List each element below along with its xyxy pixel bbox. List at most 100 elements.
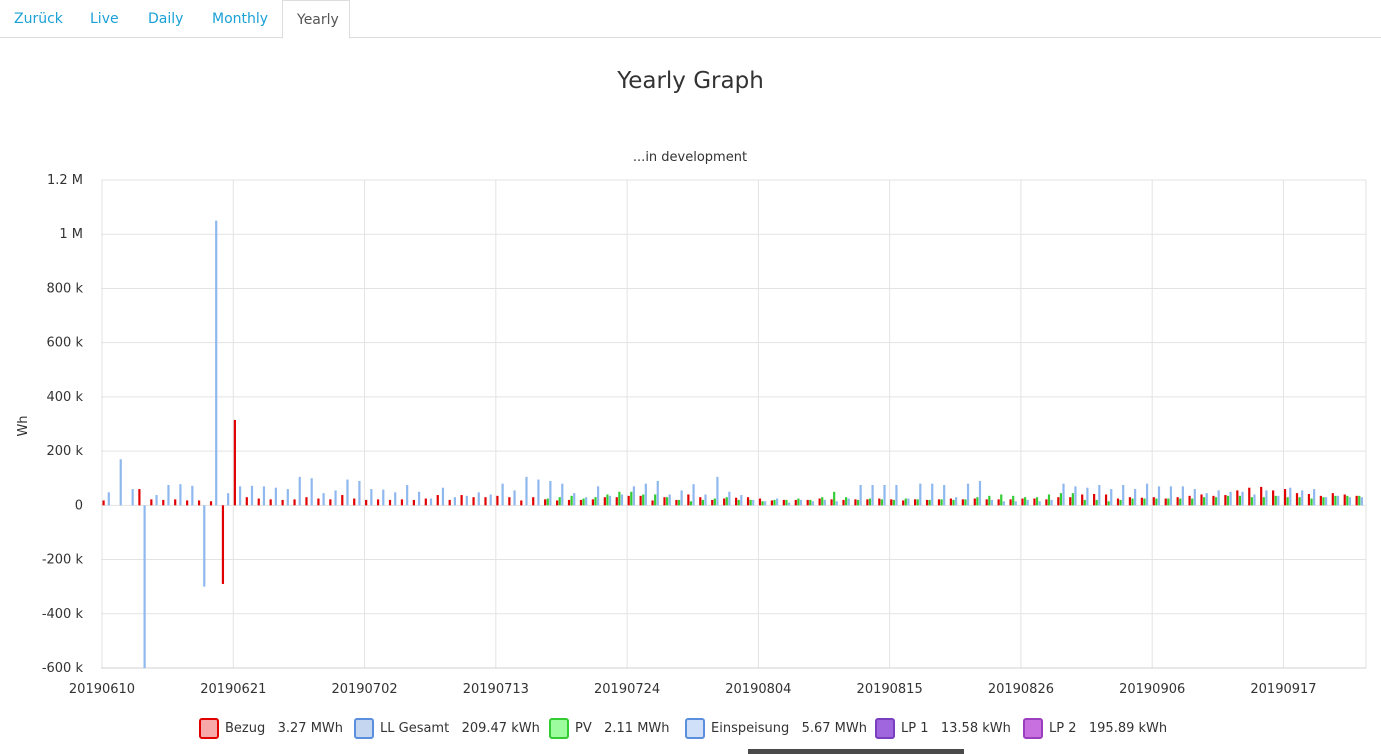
bar-einspeisung xyxy=(632,486,635,506)
bar-einspeisung xyxy=(346,479,349,506)
bar-einspeisung xyxy=(1026,499,1029,506)
bar-bezug xyxy=(1081,494,1084,506)
bar-pv xyxy=(976,497,979,506)
bar-einspeisung xyxy=(1110,489,1113,506)
tab-yearly[interactable]: Yearly xyxy=(282,0,350,39)
tab-live[interactable]: Live xyxy=(90,11,119,27)
bar-pv xyxy=(904,498,907,506)
tab-monthly[interactable]: Monthly xyxy=(212,11,269,27)
bar-einspeisung xyxy=(358,480,361,506)
legend-swatch xyxy=(549,718,569,739)
bar-einspeisung xyxy=(1134,489,1137,506)
bar-einspeisung xyxy=(1336,495,1340,506)
bar-einspeisung xyxy=(1062,483,1065,506)
bar-einspeisung xyxy=(429,498,433,506)
x-tick-label: 20190702 xyxy=(331,682,397,697)
bar-bezug xyxy=(221,505,225,584)
legend-item-pv[interactable]: PV 2.11 MWh xyxy=(549,716,670,742)
bar-bezug xyxy=(937,499,941,506)
bar-bezug xyxy=(1152,497,1155,506)
bar-bezug xyxy=(949,498,953,506)
bar-bezug xyxy=(687,494,690,506)
legend-item-einspeisung[interactable]: Einspeisung 5.67 MWh xyxy=(685,716,867,742)
bar-bezug xyxy=(508,497,511,506)
bar-pv xyxy=(1131,498,1134,506)
bar-pv xyxy=(940,499,943,506)
bar-bezug xyxy=(162,499,165,506)
bar-einspeisung xyxy=(501,483,504,506)
bar-einspeisung xyxy=(406,485,409,506)
bar-einspeisung xyxy=(883,485,886,506)
bar-bezug xyxy=(1307,493,1311,506)
bar-bezug xyxy=(1069,497,1072,506)
bar-einspeisung xyxy=(1229,491,1232,506)
bar-bezug xyxy=(544,499,547,506)
bar-einspeisung xyxy=(525,476,528,506)
bar-bezug xyxy=(555,500,559,506)
bar-pv xyxy=(856,499,860,506)
legend-label: Bezug 3.27 MWh xyxy=(225,721,344,736)
bar-pv xyxy=(1310,498,1313,506)
y-tick-label: -600 k xyxy=(42,661,84,676)
tab-daily[interactable]: Daily xyxy=(148,11,184,27)
bar-pv xyxy=(880,499,884,506)
bar-bezug xyxy=(329,499,332,506)
bar-pv xyxy=(797,498,800,506)
bar-bezug xyxy=(675,499,678,506)
bar-bezug xyxy=(1045,499,1048,506)
bar-bezug xyxy=(138,489,141,506)
bar-einspeisung xyxy=(787,502,791,506)
bar-bezug xyxy=(174,499,177,506)
bar-pv xyxy=(713,498,716,506)
bar-bezug xyxy=(1260,486,1263,506)
bar-einspeisung xyxy=(370,489,373,506)
bar-einspeisung xyxy=(1265,490,1268,506)
bar-bezug xyxy=(985,499,988,506)
bar-bezug xyxy=(842,499,845,506)
bar-bezug xyxy=(424,498,427,506)
bar-pv xyxy=(1143,498,1146,506)
bar-einspeisung xyxy=(167,485,170,506)
bar-einspeisung xyxy=(250,485,254,506)
bar-einspeisung xyxy=(835,501,838,506)
bar-pv xyxy=(665,497,669,506)
legend-item-lp-1[interactable]: LP 1 13.58 kWh xyxy=(875,716,1011,742)
bar-einspeisung xyxy=(453,497,456,506)
y-tick-label: 1 M xyxy=(59,227,83,242)
x-tick-label: 20190826 xyxy=(988,682,1054,697)
bar-einspeisung xyxy=(1253,494,1256,506)
bar-einspeisung xyxy=(477,492,480,506)
page-title: Yearly Graph xyxy=(617,68,764,94)
bar-einspeisung xyxy=(871,485,874,506)
bar-pv xyxy=(1238,495,1242,506)
bar-bezug xyxy=(866,499,869,506)
bar-einspeisung xyxy=(513,490,516,506)
x-tick-label: 20190804 xyxy=(725,682,791,697)
y-tick-label: 800 k xyxy=(47,281,84,296)
bar-einspeisung xyxy=(1086,487,1089,506)
bar-einspeisung xyxy=(692,484,695,506)
tab-zurueck[interactable]: Zurück xyxy=(14,11,63,27)
bar-pv xyxy=(988,495,991,506)
bar-einspeisung xyxy=(1122,485,1125,506)
bar-einspeisung xyxy=(1324,497,1328,506)
bar-bezug xyxy=(412,499,415,506)
bar-einspeisung xyxy=(322,493,325,506)
bar-einspeisung xyxy=(227,493,230,506)
legend-item-ll-gesamt[interactable]: LL Gesamt 209.47 kWh xyxy=(354,716,540,742)
legend-label: LP 1 13.58 kWh xyxy=(901,721,1011,736)
legend-item-bezug[interactable]: Bezug 3.27 MWh xyxy=(199,716,343,742)
legend-item-lp-2[interactable]: LP 2 195.89 kWh xyxy=(1023,716,1167,742)
bar-einspeisung xyxy=(966,483,970,506)
bar-einspeisung xyxy=(644,483,647,506)
scrollbar-thumb[interactable] xyxy=(748,749,964,754)
bar-pv xyxy=(1024,497,1027,506)
bar-einspeisung xyxy=(752,499,755,506)
nav-tabs: Zurück Live Daily Monthly Yearly xyxy=(0,0,1381,39)
bar-bezug xyxy=(615,497,618,506)
bar-pv xyxy=(630,491,633,506)
bar-bezug xyxy=(1128,497,1132,506)
bar-einspeisung xyxy=(799,499,803,506)
bar-pv xyxy=(582,498,585,506)
bar-pv xyxy=(1334,495,1337,506)
